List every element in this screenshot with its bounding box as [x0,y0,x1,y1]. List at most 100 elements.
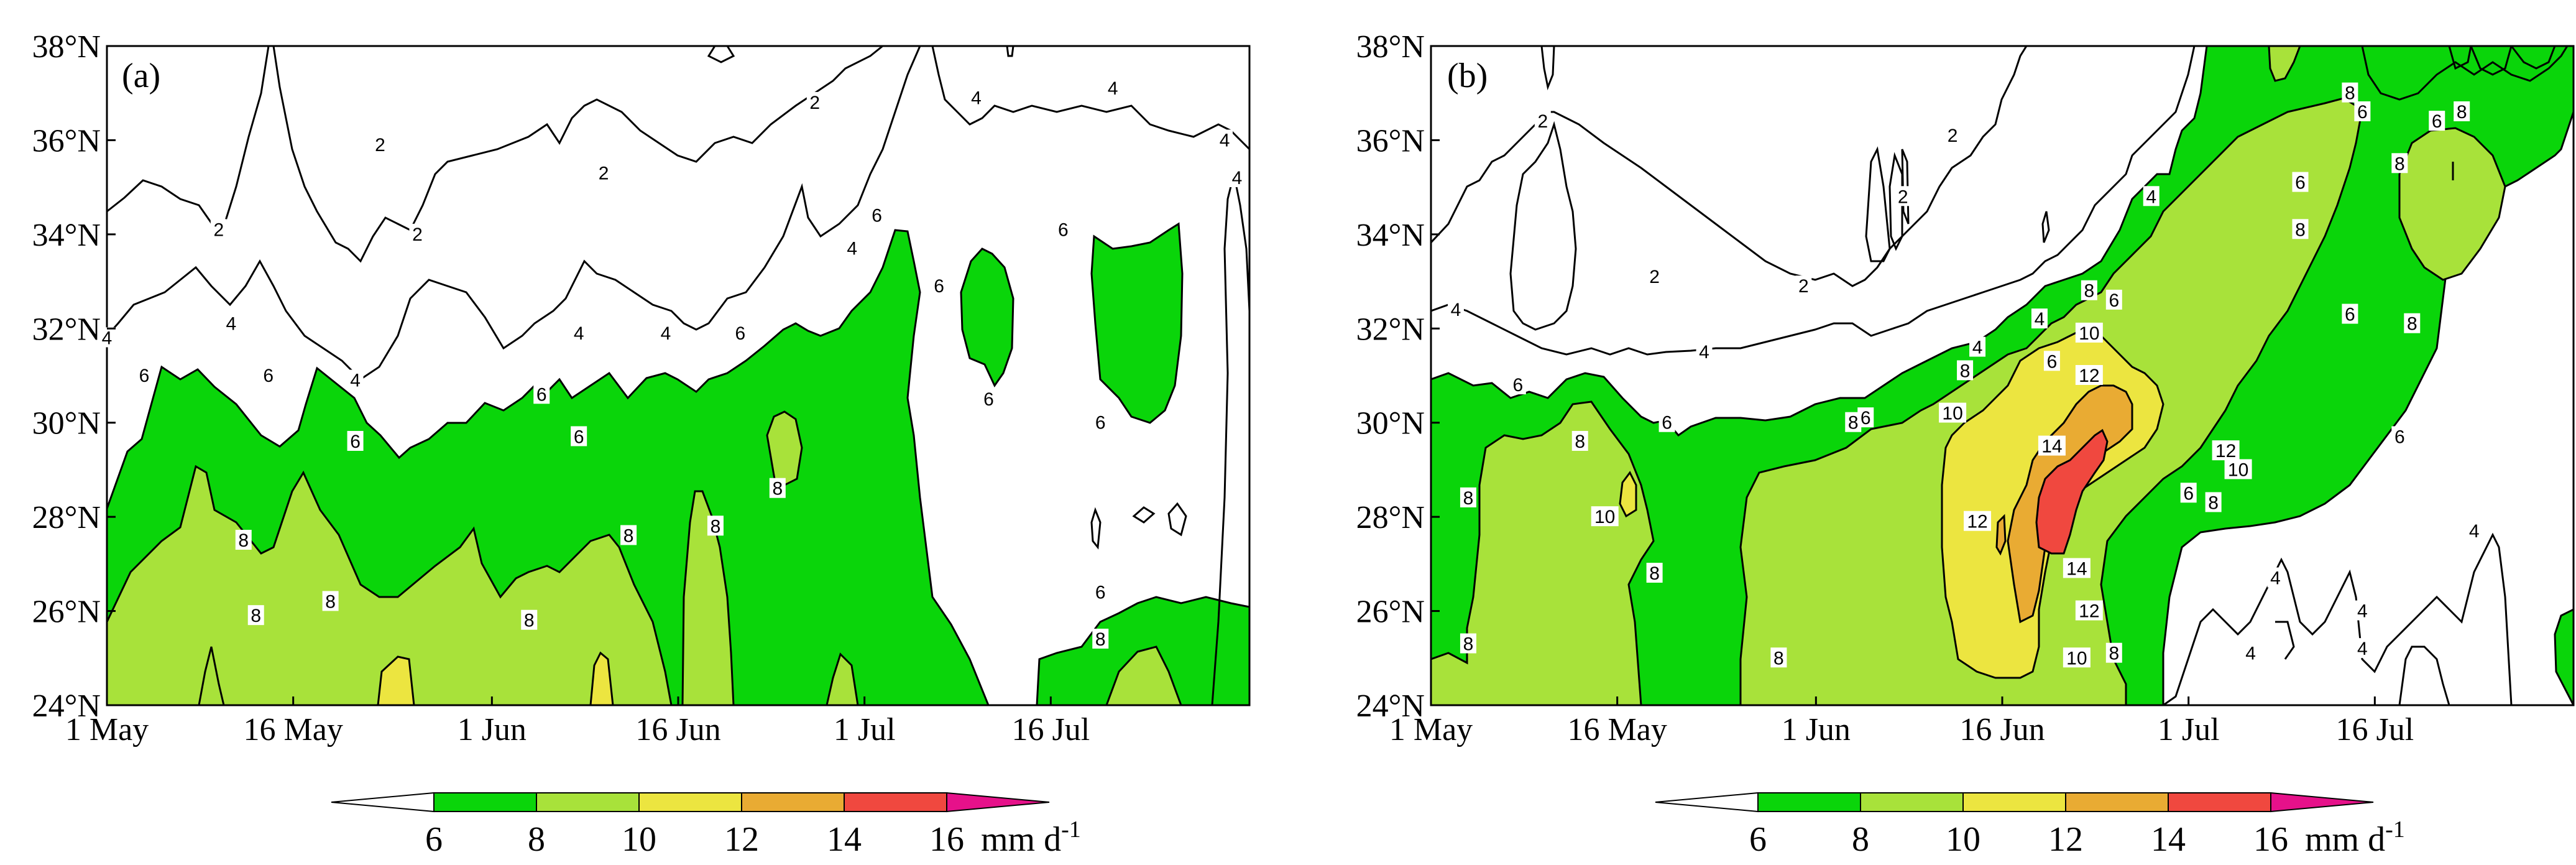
y-tick-label: 36°N [32,123,101,159]
contour-label-bg [347,431,364,451]
contour-label-bg [2404,313,2421,333]
contour-line-4 [107,46,921,381]
contour-label-bg [521,609,538,630]
panel-a-label: (a) [122,57,160,95]
y-tick-label: 34°N [1356,218,1425,253]
contour-label-bg [1845,412,1862,432]
contour-label: 8 [1463,634,1474,655]
contour-label-bg [2224,459,2252,479]
x-tick-label: 16 May [1568,712,1667,747]
contour-label-bg [1696,341,1713,362]
contour-label: 6 [2357,102,2368,123]
contour-label-bg [1944,124,1961,145]
contour-label-bg [2143,186,2160,206]
colorbar-segment [433,792,537,812]
contour-label: 8 [2345,83,2355,104]
fill-level-6 [960,247,1014,387]
contour-line-2 [2510,46,2556,70]
contour-label-bg [806,91,823,112]
contour-label: 4 [847,239,857,259]
contour-label-bg [1534,111,1551,131]
contour-label-bg [1571,431,1588,451]
contour-label-bg [1217,129,1233,150]
contour-line-2 [107,46,883,263]
contour-label-bg [658,322,674,343]
contour-label: 4 [2270,568,2281,589]
contour-label-bg [2075,322,2103,343]
contour-label: 4 [2245,644,2256,664]
contour-label-bg [2354,638,2371,659]
fill-level-10 [377,655,415,705]
contour-label: 6 [2183,483,2194,504]
contour-label: 8 [1095,629,1106,650]
contour-label-bg [2292,219,2309,239]
fill-level-12 [1995,514,2007,556]
contour-label: 10 [2079,323,2099,344]
contour-label-bg [1591,506,1619,527]
contour-label-bg [732,322,748,343]
contour-label: 6 [350,432,361,452]
contour-label: 12 [1967,512,1987,532]
contour-label: 14 [2066,558,2087,579]
y-tick-label: 38°N [32,29,101,65]
colorbar-segment [2065,792,2169,812]
panel-a-axes: 1 May 16 May 1 Jun 16 Jun 1 Jul 16 Jul 24°N 26°… [32,29,1090,747]
contour-label-bg [1969,336,1986,357]
y-tick-label: 28°N [1356,500,1425,535]
contour-label: 4 [661,323,671,344]
contour-label: 4 [1699,342,1709,363]
contour-line-4 [2398,645,2450,705]
contour-label: 8 [2394,154,2405,174]
contour-line-2 [1431,46,2028,287]
contour-label-bg [2466,520,2483,540]
contour-label-bg [2391,153,2408,173]
contour-label: 6 [536,384,547,405]
contour-label: 8 [1575,432,1585,452]
y-tick-label: 28°N [32,500,101,535]
contour-label: 8 [772,479,783,499]
contour-label-bg [620,525,637,545]
contour-label: 2 [375,135,385,155]
contour-line-4 [1211,173,1249,705]
contour-label-bg [1092,629,1109,649]
contour-label: 4 [102,328,113,348]
contour-label: 6 [2295,173,2306,193]
contour-label-bg [2038,435,2066,456]
contour-label: 4 [2357,639,2368,659]
contour-line-2 [2041,211,2050,243]
contour-label-bg [1770,647,1787,668]
contour-label: 6 [1861,408,1871,428]
contour-label-bg [1957,360,1974,381]
contour-label-bg [968,87,985,108]
contour-label: 6 [2394,427,2405,447]
contour-line-4 [931,46,1249,150]
colorbar-segment [638,792,742,812]
y-tick-label: 24°N [1356,688,1425,724]
contour-line-2 [2470,46,2513,76]
contour-label-bg [1092,581,1109,602]
fill-level-8 [1105,645,1182,705]
panel-a-contours-low [107,46,1249,705]
contour-line-2 [2361,46,2569,101]
contour-label-bg [1795,275,1812,296]
contour-label-bg [2292,172,2309,192]
contour-label: 8 [1848,413,1859,433]
contour-label-bg [931,275,947,296]
contour-label-bg [223,313,239,333]
contour-label: 2 [599,163,609,183]
colorbar-tick-label: 12 [724,820,759,859]
contour-label-bg [372,134,389,154]
contour-label: 4 [2469,521,2480,542]
contour-label: 8 [1773,648,1784,668]
fill-level-8 [2268,46,2301,82]
contour-label: 8 [2407,314,2417,335]
contour-label-bg [1895,186,1911,206]
contour-line-2 [2448,46,2472,70]
colorbar-tick-label: 6 [425,820,443,859]
contour-label-bg [571,322,587,343]
x-tick-label: 1 Jun [1782,712,1851,747]
contour-line-4 [1431,46,2196,356]
colorbar-segment [741,792,845,812]
